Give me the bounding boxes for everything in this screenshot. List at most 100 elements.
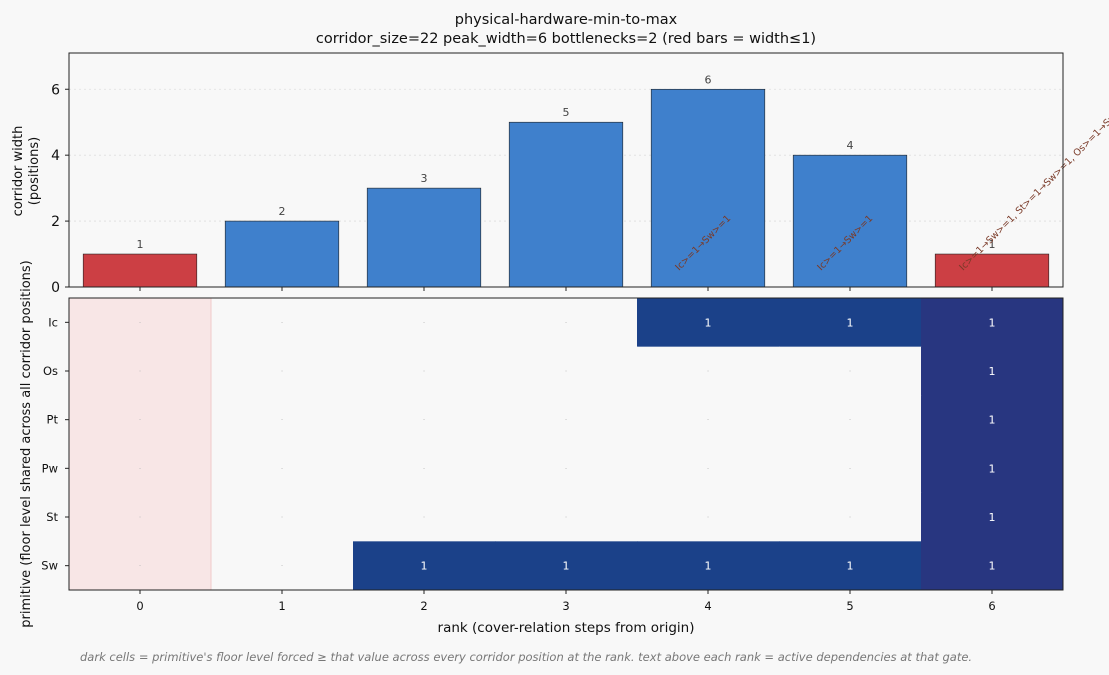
heatmap-panel: · · · · 1 1 1 Ic · · · · · · 1 Os · · · · · · 1 Pt · · · · · · 1 Pw · · · ·… (41, 297, 1064, 613)
heatmap-cell-label: 1 (705, 560, 712, 573)
heatmap-cell (637, 541, 780, 591)
heatmap-cell (211, 346, 354, 396)
heatmap-cell (211, 395, 354, 445)
heatmap-cell (69, 298, 212, 348)
heatmap-cell (353, 298, 496, 348)
heatmap-ytick-label: Ic (48, 315, 58, 329)
bar-rank-0 (82, 253, 198, 288)
bar-data-label: 3 (421, 172, 428, 185)
heatmap-zero-marker: · (849, 513, 852, 522)
heatmap-cell (495, 298, 638, 348)
heatmap-cell-label: 1 (847, 316, 854, 329)
heatmap-cell-label: 1 (989, 365, 996, 378)
chart-subtitle: corridor_size=22 peak_width=6 bottleneck… (316, 31, 816, 47)
heatmap-zero-marker: · (423, 464, 426, 473)
bar-rank-2 (366, 187, 482, 288)
bar-data-label: 5 (563, 106, 570, 119)
heatmap-cell (353, 444, 496, 494)
heatmap-zero-marker: · (281, 367, 284, 376)
heatmap-cell-label: 1 (989, 511, 996, 524)
heatmap-ytick-label: Os (43, 364, 58, 378)
heatmap-cell-label: 1 (989, 560, 996, 573)
heatmap-zero-marker: · (423, 513, 426, 522)
heatmap-zero-marker: · (423, 318, 426, 327)
bar-axes-frame (68, 52, 1064, 288)
heatmap-cell (921, 444, 1064, 494)
heatmap-zero-marker: · (707, 416, 710, 425)
bar-rank-3 (508, 121, 624, 288)
heatmap-axes-frame (68, 297, 1064, 591)
heatmap-zero-marker: · (565, 318, 568, 327)
heatmap-cell (779, 346, 922, 396)
heatmap-xlabel: rank (cover-relation steps from origin) (438, 620, 695, 636)
heatmap-zero-marker: · (281, 562, 284, 571)
heatmap-cell (211, 541, 354, 591)
heatmap-cell (637, 395, 780, 445)
heatmap-cell (637, 298, 780, 348)
heatmap-cell-label: 1 (989, 462, 996, 475)
heatmap-cell (353, 541, 496, 591)
heatmap-cell (637, 444, 780, 494)
heatmap-cell (921, 541, 1064, 591)
bar-ytick-label: 6 (51, 82, 60, 98)
dependency-annotation: Ic>=1→Sw>=1, St>=1→Sw>=1, Os>=1→Sw>=1, +… (957, 82, 1109, 273)
heatmap-zero-marker: · (707, 513, 710, 522)
heatmap-xtick-label: 5 (846, 599, 853, 613)
heatmap-xtick-label: 1 (278, 599, 285, 613)
heatmap-cell (353, 395, 496, 445)
heatmap-cell (495, 492, 638, 542)
heatmap-cell (495, 395, 638, 445)
heatmap-cell (211, 444, 354, 494)
heatmap-cell (779, 395, 922, 445)
heatmap-zero-marker: · (139, 367, 142, 376)
heatmap-cell (921, 492, 1064, 542)
heatmap-zero-marker: · (423, 367, 426, 376)
chart-title: physical-hardware-min-to-max (455, 12, 678, 28)
heatmap-cell (921, 346, 1064, 396)
heatmap-cell (637, 492, 780, 542)
heatmap-ytick-label: Sw (41, 559, 58, 573)
heatmap-xtick-label: 0 (136, 599, 143, 613)
bar-ytick-label: 2 (51, 214, 60, 230)
heatmap-cell-label: 1 (989, 414, 996, 427)
bar-data-label: 4 (847, 139, 854, 152)
heatmap-ytick-label: Pt (47, 413, 59, 427)
heatmap-cell-label: 1 (847, 560, 854, 573)
bar-data-label: 1 (137, 238, 144, 251)
heatmap-cell (779, 541, 922, 591)
heatmap-cell (211, 298, 354, 348)
heatmap-cell-label: 1 (421, 560, 428, 573)
footnote: dark cells = primitive's floor level for… (80, 650, 973, 664)
heatmap-cell (69, 541, 212, 591)
heatmap-zero-marker: · (281, 464, 284, 473)
bar-data-label: 1 (989, 238, 996, 251)
heatmap-zero-marker: · (849, 416, 852, 425)
heatmap-cell (921, 395, 1064, 445)
heatmap-cell (779, 298, 922, 348)
heatmap-ytick-label: St (46, 510, 58, 524)
heatmap-xtick-label: 3 (562, 599, 569, 613)
bar-rank-4 (650, 88, 766, 288)
bar-data-label: 2 (279, 205, 286, 218)
bar-rank-6 (934, 253, 1050, 288)
heatmap-zero-marker: · (281, 416, 284, 425)
heatmap-cell (211, 492, 354, 542)
heatmap-cell (779, 444, 922, 494)
bar-rank-5 (792, 154, 908, 288)
heatmap-cell (69, 444, 212, 494)
heatmap-cell-label: 1 (563, 560, 570, 573)
bar-ylabel-line2: (positions) (27, 137, 42, 205)
heatmap-zero-marker: · (565, 416, 568, 425)
heatmap-xtick-label: 4 (704, 599, 711, 613)
heatmap-zero-marker: · (139, 464, 142, 473)
heatmap-cell (495, 346, 638, 396)
heatmap-zero-marker: · (281, 513, 284, 522)
heatmap-zero-marker: · (565, 367, 568, 376)
heatmap-cell-label: 1 (705, 316, 712, 329)
bar-ytick-label: 0 (51, 280, 60, 296)
bar-ytick-label: 4 (51, 148, 60, 164)
heatmap-zero-marker: · (139, 513, 142, 522)
bar-data-label: 6 (705, 73, 712, 86)
heatmap-xtick-label: 2 (420, 599, 427, 613)
